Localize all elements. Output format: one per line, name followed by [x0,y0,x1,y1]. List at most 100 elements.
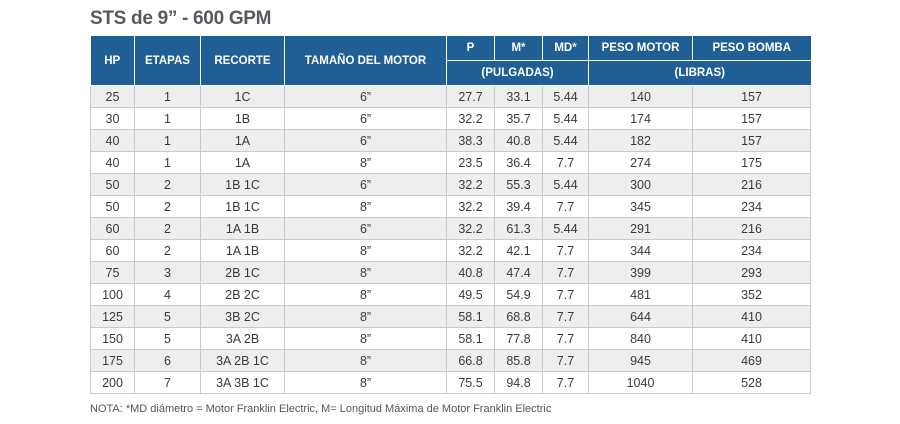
cell-m: 85.8 [494,349,543,372]
cell-peso-bomba: 234 [692,195,811,218]
cell-p: 75.5 [446,371,495,394]
cell-m: 55.3 [494,173,543,196]
cell-p: 27.7 [446,85,495,108]
cell-p: 32.2 [446,107,495,130]
page-title: STS de 9” - 600 GPM [90,8,272,29]
header-tamano-motor: TAMAÑO DEL MOTOR [284,36,447,86]
header-md: MD* [542,36,589,61]
cell-m: 39.4 [494,195,543,218]
cell-p: 58.1 [446,327,495,350]
cell-peso-bomba: 216 [692,217,811,240]
cell-etapas: 7 [134,371,201,394]
cell-hp: 100 [90,283,135,306]
table-row: 50 2 1B 1C 6” 32.2 55.3 5.44 300 216 [90,173,811,196]
cell-peso-bomba: 157 [692,129,811,152]
cell-peso-motor: 300 [588,173,693,196]
cell-peso-motor: 174 [588,107,693,130]
cell-etapas: 3 [134,261,201,284]
cell-peso-bomba: 352 [692,283,811,306]
cell-peso-bomba: 410 [692,327,811,350]
cell-m: 40.8 [494,129,543,152]
cell-peso-bomba: 157 [692,85,811,108]
cell-p: 23.5 [446,151,495,174]
cell-md: 7.7 [542,151,589,174]
cell-peso-motor: 1040 [588,371,693,394]
cell-recorte: 3A 2B [200,327,285,350]
cell-peso-bomba: 216 [692,173,811,196]
cell-peso-motor: 274 [588,151,693,174]
cell-m: 77.8 [494,327,543,350]
cell-etapas: 2 [134,217,201,240]
header-m: M* [494,36,543,61]
cell-tamano-motor: 8” [284,283,447,306]
cell-md: 7.7 [542,283,589,306]
specs-table: HP ETAPAS RECORTE TAMAÑO DEL MOTOR P M* … [90,36,811,394]
cell-hp: 175 [90,349,135,372]
cell-etapas: 5 [134,305,201,328]
cell-peso-motor: 840 [588,327,693,350]
cell-peso-bomba: 293 [692,261,811,284]
header-peso-bomba: PESO BOMBA [692,36,811,61]
cell-p: 32.2 [446,195,495,218]
cell-peso-bomba: 410 [692,305,811,328]
cell-etapas: 2 [134,239,201,262]
cell-hp: 200 [90,371,135,394]
cell-recorte: 2B 2C [200,283,285,306]
header-p: P [446,36,495,61]
cell-peso-motor: 182 [588,129,693,152]
header-etapas: ETAPAS [134,36,201,86]
cell-md: 7.7 [542,371,589,394]
cell-recorte: 2B 1C [200,261,285,284]
cell-hp: 50 [90,173,135,196]
cell-peso-motor: 345 [588,195,693,218]
table-row: 200 7 3A 3B 1C 8” 75.5 94.8 7.7 1040 528 [90,371,811,394]
cell-m: 35.7 [494,107,543,130]
cell-etapas: 2 [134,195,201,218]
cell-peso-bomba: 528 [692,371,811,394]
table-row: 75 3 2B 1C 8” 40.8 47.4 7.7 399 293 [90,261,811,284]
cell-hp: 25 [90,85,135,108]
cell-tamano-motor: 6” [284,217,447,240]
table-row: 150 5 3A 2B 8” 58.1 77.8 7.7 840 410 [90,327,811,350]
cell-m: 61.3 [494,217,543,240]
cell-peso-bomba: 157 [692,107,811,130]
table-row: 50 2 1B 1C 8” 32.2 39.4 7.7 345 234 [90,195,811,218]
cell-hp: 40 [90,129,135,152]
header-peso-motor: PESO MOTOR [588,36,693,61]
cell-recorte: 3A 3B 1C [200,371,285,394]
cell-md: 7.7 [542,349,589,372]
cell-tamano-motor: 6” [284,107,447,130]
cell-tamano-motor: 8” [284,305,447,328]
cell-m: 54.9 [494,283,543,306]
table-row: 40 1 1A 6” 38.3 40.8 5.44 182 157 [90,129,811,152]
cell-tamano-motor: 6” [284,173,447,196]
cell-recorte: 3B 2C [200,305,285,328]
table-row: 40 1 1A 8” 23.5 36.4 7.7 274 175 [90,151,811,174]
cell-etapas: 4 [134,283,201,306]
header-recorte: RECORTE [200,36,285,86]
cell-recorte: 1B [200,107,285,130]
cell-tamano-motor: 8” [284,371,447,394]
cell-m: 47.4 [494,261,543,284]
cell-hp: 125 [90,305,135,328]
cell-recorte: 1B 1C [200,195,285,218]
cell-tamano-motor: 8” [284,195,447,218]
cell-etapas: 1 [134,151,201,174]
cell-md: 5.44 [542,107,589,130]
cell-tamano-motor: 8” [284,151,447,174]
cell-hp: 50 [90,195,135,218]
cell-md: 7.7 [542,261,589,284]
footnote: NOTA: *MD diámetro = Motor Franklin Elec… [90,403,552,415]
table-row: 100 4 2B 2C 8” 49.5 54.9 7.7 481 352 [90,283,811,306]
cell-recorte: 1A [200,129,285,152]
header-pulgadas: (PULGADAS) [446,60,589,86]
cell-m: 36.4 [494,151,543,174]
cell-hp: 60 [90,217,135,240]
cell-recorte: 1A [200,151,285,174]
cell-etapas: 6 [134,349,201,372]
cell-md: 5.44 [542,85,589,108]
cell-m: 94.8 [494,371,543,394]
cell-tamano-motor: 6” [284,129,447,152]
cell-recorte: 1A 1B [200,239,285,262]
cell-recorte: 1C [200,85,285,108]
